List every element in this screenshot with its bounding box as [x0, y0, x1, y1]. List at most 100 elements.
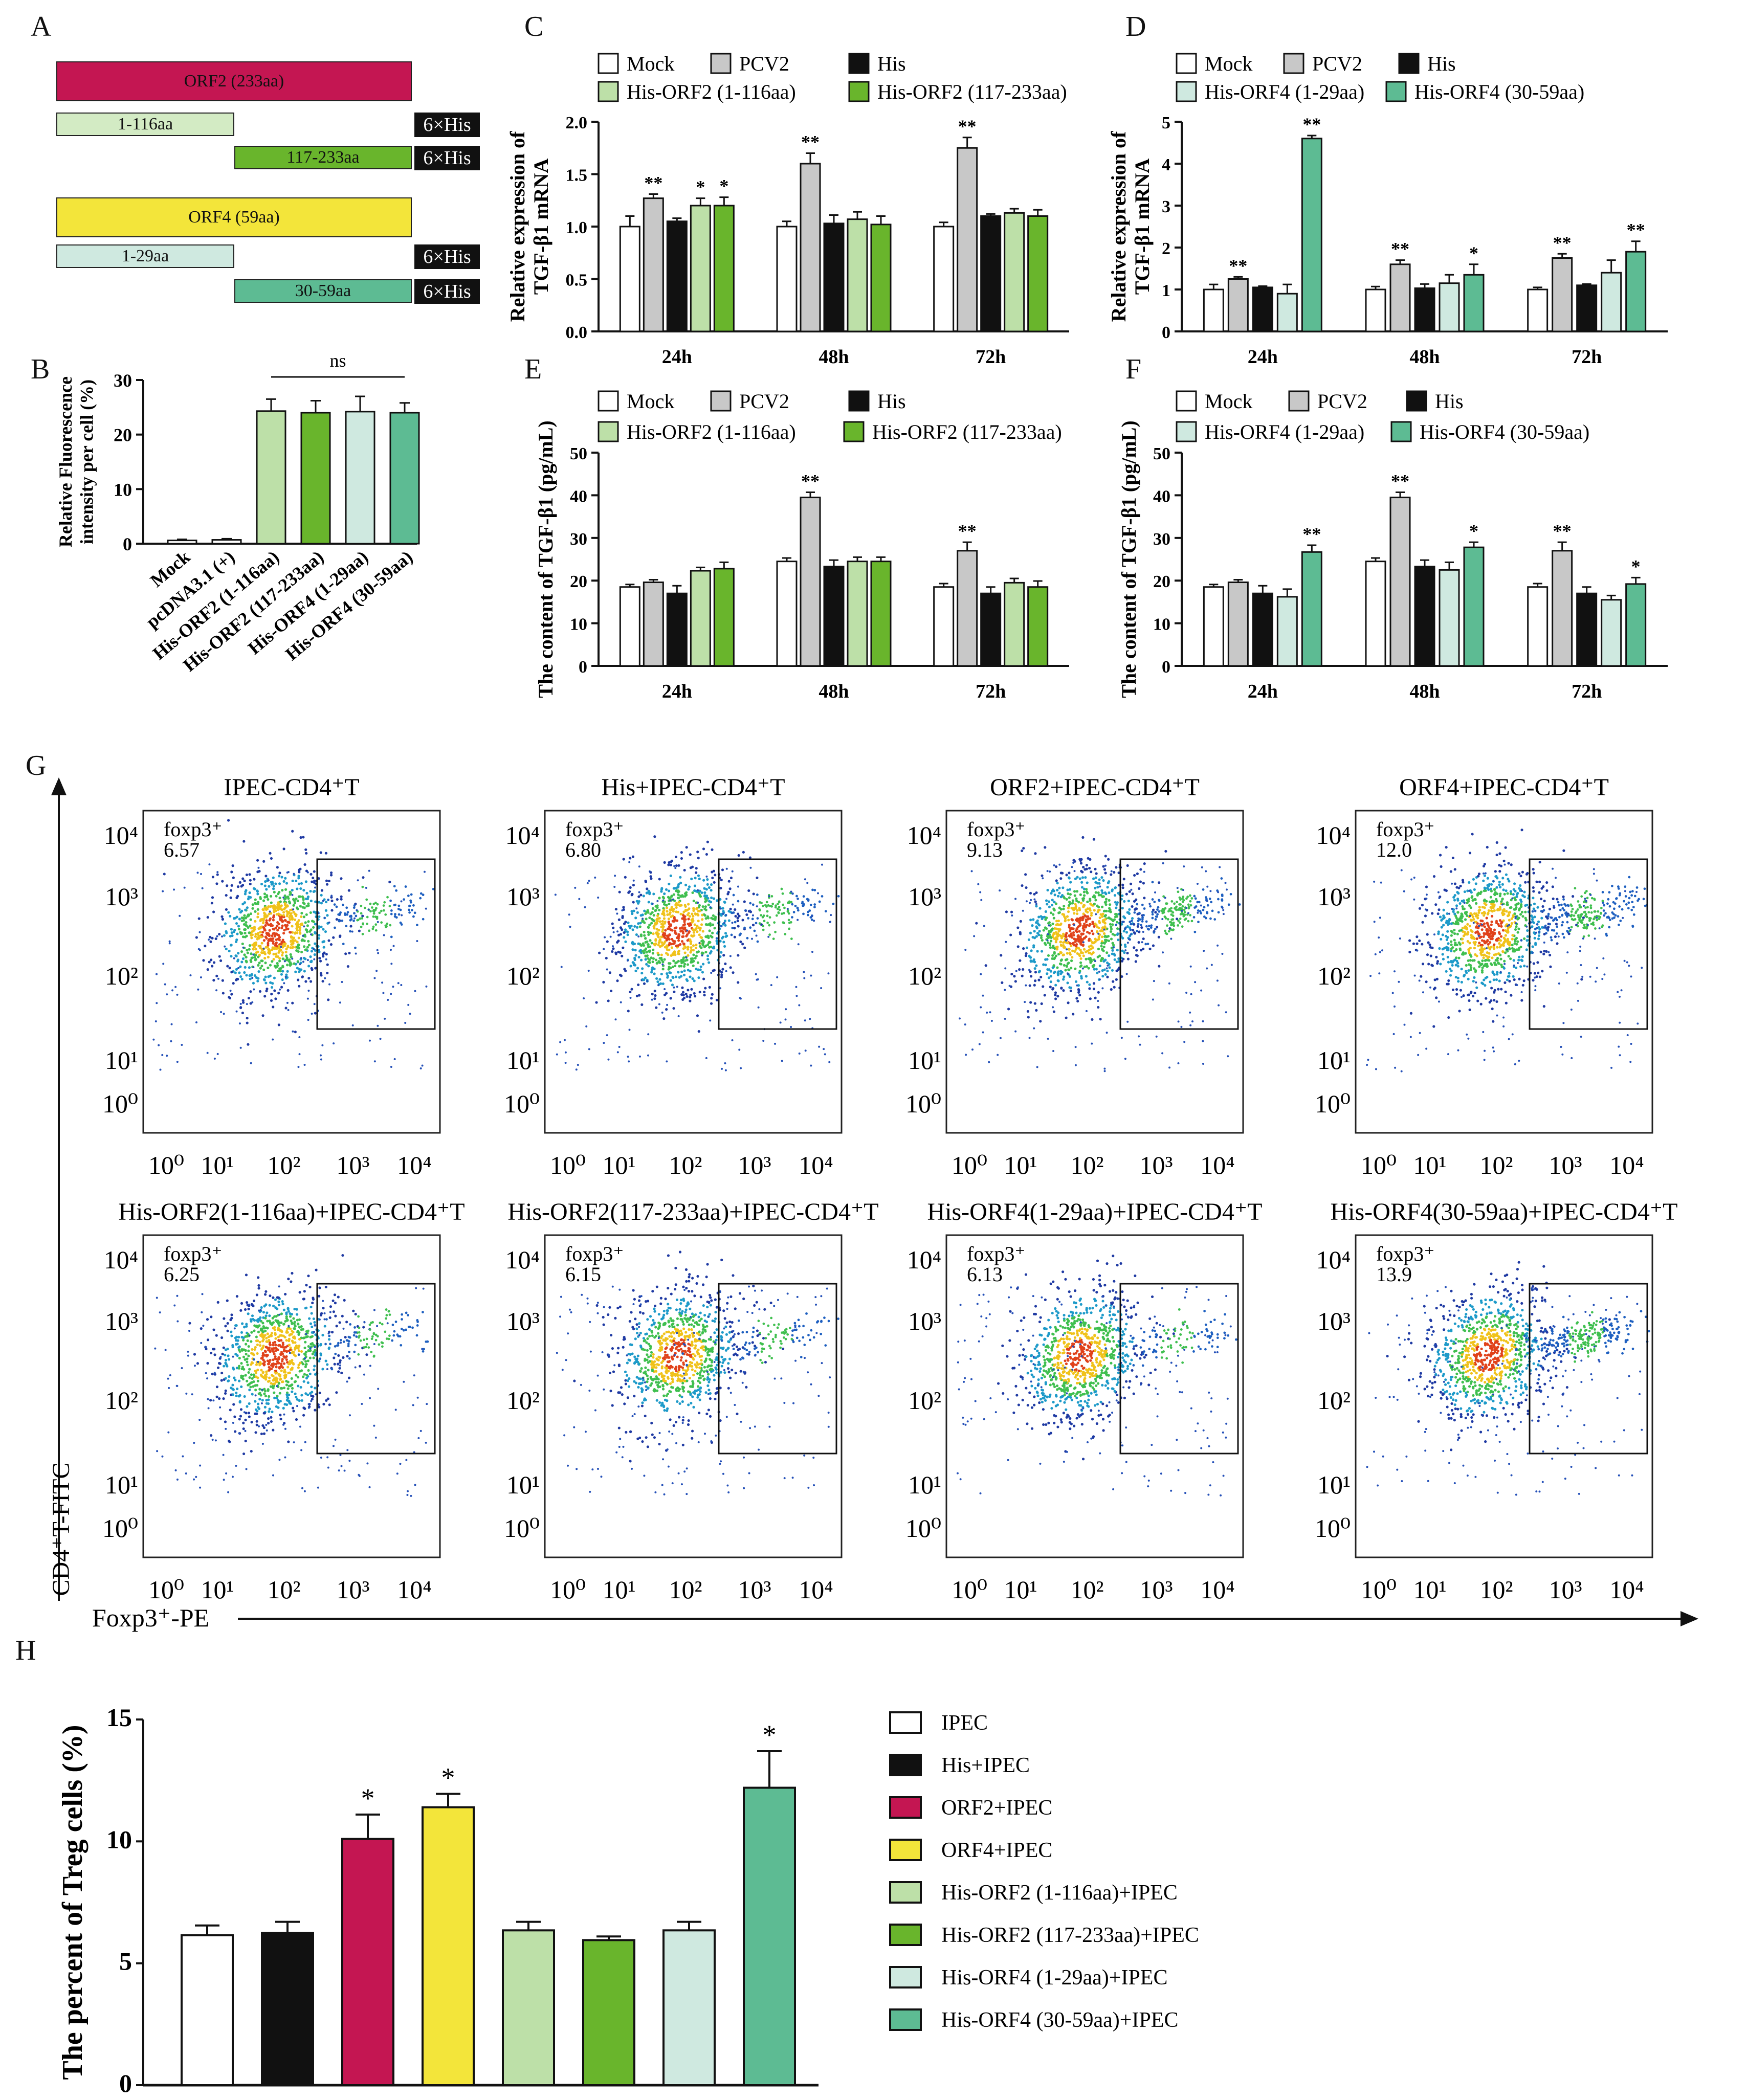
flow-event — [671, 946, 673, 949]
legend-label: His-ORF2 (1-116aa)+IPEC — [941, 1881, 1178, 1905]
flow-event — [1127, 958, 1130, 960]
flow-event — [1132, 892, 1134, 895]
flow-event — [1225, 1011, 1227, 1013]
flow-event — [1083, 937, 1086, 940]
flow-event — [254, 902, 256, 905]
flow-event — [280, 973, 283, 976]
flow-event — [311, 1013, 313, 1015]
flow-event — [681, 935, 683, 938]
flow-event — [653, 972, 656, 975]
flow-event — [1239, 903, 1241, 906]
flow-event — [653, 835, 656, 838]
flow-event — [1031, 936, 1034, 939]
flow-event — [674, 919, 676, 921]
flow-event — [238, 928, 240, 930]
flow-event — [242, 957, 245, 960]
flow-event — [1499, 958, 1502, 960]
flow-event — [747, 889, 750, 892]
flow-event — [1445, 846, 1448, 848]
flow-event — [1079, 942, 1082, 945]
bar — [934, 587, 954, 666]
flow-event — [254, 910, 256, 913]
legend-swatch — [1386, 82, 1406, 101]
flow-event — [737, 920, 739, 922]
flow-event — [380, 921, 383, 924]
y-tick-label: 10³ — [1317, 882, 1351, 911]
flow-event — [1082, 917, 1085, 919]
flow-event — [1151, 911, 1154, 913]
flow-event — [1044, 942, 1046, 945]
flow-event — [837, 895, 840, 898]
flow-event — [1029, 902, 1031, 904]
flow-event — [1538, 881, 1541, 883]
flow-event — [1025, 985, 1027, 987]
flow-event — [1094, 881, 1097, 884]
flow-event — [975, 922, 978, 925]
flow-event — [605, 957, 608, 959]
flow-event — [627, 959, 629, 962]
flow-event — [1532, 897, 1534, 899]
y-axis-label: The percent of Treg cells (%) — [57, 1725, 89, 2080]
bar — [1204, 289, 1223, 331]
flow-event — [809, 1018, 811, 1020]
flow-event — [313, 958, 315, 960]
flow-event — [1067, 962, 1070, 964]
flow-event — [362, 876, 364, 879]
flow-event — [1197, 921, 1200, 923]
flow-event — [1001, 981, 1003, 984]
flow-event — [1077, 947, 1080, 950]
flow-event — [584, 906, 586, 908]
flow-event — [282, 911, 285, 913]
flow-event — [664, 946, 667, 948]
flow-event — [1153, 980, 1155, 982]
flow-event — [1467, 978, 1470, 980]
bar — [667, 593, 687, 666]
flow-event — [1469, 969, 1472, 971]
flow-event — [1098, 971, 1100, 973]
flow-event — [1035, 935, 1038, 937]
flow-event — [1168, 909, 1171, 912]
flow-event — [1182, 896, 1184, 898]
flow-event — [1063, 964, 1066, 967]
flow-event — [393, 885, 396, 887]
flow-event — [173, 888, 175, 890]
flow-event — [277, 992, 280, 994]
flow-event — [208, 960, 211, 963]
flow-event — [1093, 968, 1095, 971]
flow-event — [1521, 911, 1523, 913]
flow-event — [1484, 875, 1486, 877]
flow-event — [639, 922, 642, 924]
flow-event — [683, 921, 685, 923]
flow-event — [233, 930, 235, 933]
flow-event — [1474, 953, 1476, 956]
significance-mark: * — [441, 1762, 455, 1793]
flow-event — [710, 1002, 713, 1005]
flow-event — [1456, 899, 1459, 902]
flow-event — [730, 877, 733, 879]
flow-event — [248, 948, 251, 951]
flow-event — [160, 1068, 162, 1070]
flow-event — [320, 1059, 322, 1061]
flow-event — [1466, 902, 1468, 904]
flow-event — [254, 935, 257, 937]
flow-event — [1122, 958, 1124, 960]
flow-event — [302, 935, 304, 937]
flow-event — [1152, 998, 1154, 1000]
flow-event — [1447, 956, 1449, 958]
flow-event — [677, 933, 680, 935]
flow-event — [246, 874, 248, 876]
y-tick-label: 40 — [1153, 487, 1170, 506]
flow-event — [1154, 928, 1157, 930]
flow-event — [244, 932, 246, 934]
flow-event — [237, 885, 239, 888]
flow-event — [1501, 883, 1504, 886]
legend-label: His-ORF2 (1-116aa) — [627, 80, 796, 103]
flow-event — [702, 977, 705, 980]
flow-event — [1473, 976, 1475, 979]
flow-event — [330, 872, 333, 874]
flow-event — [1065, 932, 1068, 934]
flow-event — [1065, 958, 1067, 961]
y-tick-label: 10⁴ — [104, 821, 138, 850]
bar — [1302, 139, 1321, 331]
flow-event — [289, 931, 292, 933]
